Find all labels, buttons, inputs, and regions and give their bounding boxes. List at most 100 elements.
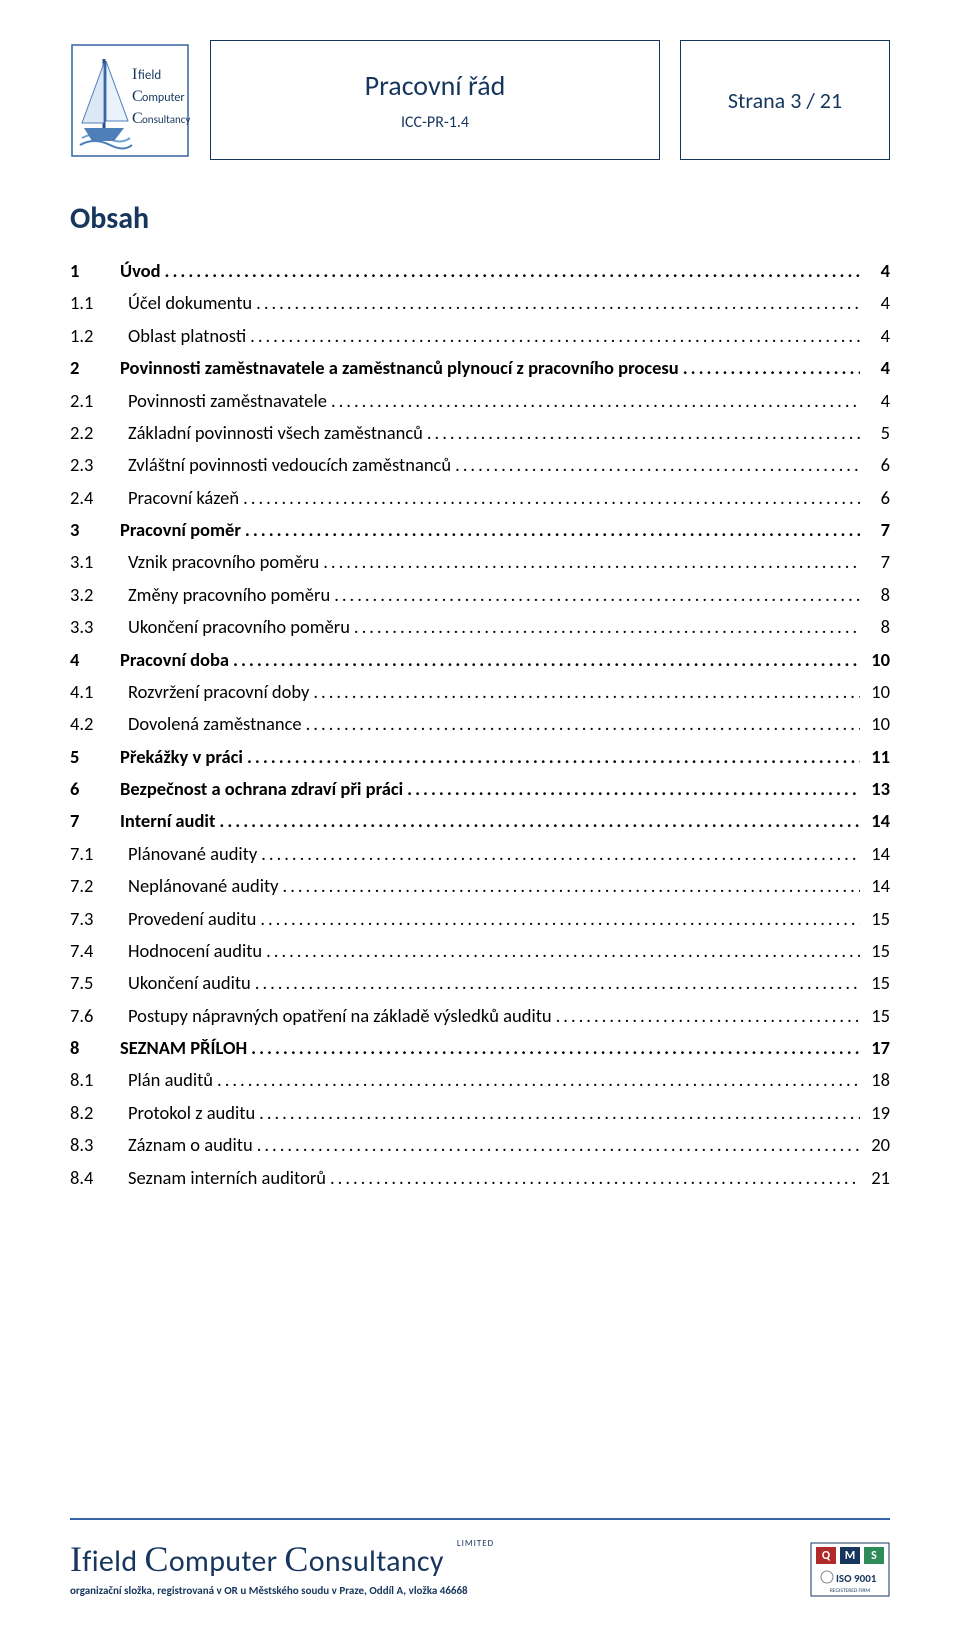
toc-title: Povinnosti zaměstnavatele [128,385,327,417]
svg-text:field: field [138,68,161,83]
toc-number: 3.3 [70,611,128,643]
toc-entry[interactable]: 8.1Plán auditů18 [70,1064,890,1096]
toc-entry[interactable]: 1Úvod4 [70,255,890,287]
toc-leader-dots [243,482,860,514]
toc-page-number: 4 [864,287,890,319]
toc-leader-dots [330,1162,860,1194]
toc-number: 2 [70,352,120,384]
toc-entry[interactable]: 8.2Protokol z auditu19 [70,1097,890,1129]
toc-leader-dots [255,967,860,999]
toc-entry[interactable]: 7.3Provedení auditu15 [70,903,890,935]
toc-leader-dots [233,644,860,676]
toc-title: Pracovní kázeň [128,482,239,514]
toc-number: 8.3 [70,1129,128,1161]
toc-leader-dots [313,676,860,708]
iso-badge: Q M S ISO 9001 REGISTERED FIRM [810,1542,890,1597]
footer-company-name: Ifield Computer Consultancy LIMITED [70,1538,494,1580]
toc-leader-dots [217,1064,860,1096]
toc-title: Překážky v práci [120,741,243,773]
toc-page-number: 14 [864,870,890,902]
toc-page-number: 7 [864,546,890,578]
toc-number: 5 [70,741,120,773]
toc-entry[interactable]: 7.2Neplánované audity 14 [70,870,890,902]
toc-title: Úvod [120,255,161,287]
footer-registration: organizační složka, registrovaná v OR u … [70,1584,494,1597]
toc-page-number: 21 [864,1162,890,1194]
toc-entry[interactable]: 2.3Zvláštní povinnosti vedoucích zaměstn… [70,449,890,481]
toc-leader-dots [266,935,860,967]
page-number-box: Strana 3 / 21 [680,40,890,160]
toc-title: SEZNAM PŘÍLOH [120,1032,247,1064]
toc-page-number: 10 [864,644,890,676]
page-number: Strana 3 / 21 [728,87,842,114]
toc-entry[interactable]: 4.1Rozvržení pracovní doby10 [70,676,890,708]
toc-page-number: 4 [864,255,890,287]
toc-title: Ukončení auditu [128,967,251,999]
toc-title: Plánované audity [128,838,257,870]
toc-entry[interactable]: 1.1Účel dokumentu4 [70,287,890,319]
toc-entry[interactable]: 3.2Změny pracovního poměru8 [70,579,890,611]
toc-title: Vznik pracovního poměru [128,546,319,578]
toc-page-number: 15 [864,1000,890,1032]
toc-number: 2.4 [70,482,128,514]
toc-leader-dots [283,870,860,902]
toc-entry[interactable]: 2.4Pracovní kázeň 6 [70,482,890,514]
toc-entry[interactable]: 2.1Povinnosti zaměstnavatele4 [70,385,890,417]
toc-page-number: 10 [864,708,890,740]
svg-text:REGISTERED FIRM: REGISTERED FIRM [830,1588,871,1594]
document-title: Pracovní řád [365,68,506,103]
toc-entry[interactable]: 4Pracovní doba10 [70,644,890,676]
toc-entry[interactable]: 7.5Ukončení auditu15 [70,967,890,999]
iso-badge-icon: Q M S ISO 9001 REGISTERED FIRM [810,1542,890,1597]
toc-entry[interactable]: 3.3Ukončení pracovního poměru8 [70,611,890,643]
toc-number: 8.2 [70,1097,128,1129]
toc-page-number: 6 [864,482,890,514]
toc-number: 2.3 [70,449,128,481]
footer-company: Ifield Computer Consultancy LIMITED orga… [70,1538,494,1597]
toc-title: Rozvržení pracovní doby [128,676,309,708]
toc-leader-dots [427,417,860,449]
toc-page-number: 15 [864,967,890,999]
toc-entry[interactable]: 4.2Dovolená zaměstnance10 [70,708,890,740]
toc-entry[interactable]: 7Interní audit14 [70,805,890,837]
toc-title: Neplánované audity [128,870,279,902]
toc-page-number: 13 [864,773,890,805]
toc-entry[interactable]: 8.3Záznam o auditu20 [70,1129,890,1161]
toc-leader-dots [334,579,860,611]
toc-page-number: 19 [864,1097,890,1129]
toc-number: 6 [70,773,120,805]
logo-line1: I [132,66,137,83]
toc-entry[interactable]: 7.1Plánované audity14 [70,838,890,870]
toc-entry[interactable]: 3Pracovní poměr7 [70,514,890,546]
toc-title: Dovolená zaměstnance [128,708,302,740]
sailboat-logo-icon: I field C omputer C onsultancy [70,43,190,158]
page: I field C omputer C onsultancy Pracovní … [0,0,960,1234]
toc-entry[interactable]: 8SEZNAM PŘÍLOH 17 [70,1032,890,1064]
footer-divider [70,1518,890,1520]
toc-number: 3.1 [70,546,128,578]
toc-entry[interactable]: 1.2Oblast platnosti4 [70,320,890,352]
toc-number: 8.1 [70,1064,128,1096]
toc-entry[interactable]: 8.4Seznam interních auditorů21 [70,1162,890,1194]
toc-page-number: 7 [864,514,890,546]
toc-number: 4.1 [70,676,128,708]
toc-leader-dots [354,611,860,643]
toc-entry[interactable]: 2Povinnosti zaměstnavatele a zaměstnanců… [70,352,890,384]
toc-page-number: 8 [864,579,890,611]
toc-leader-dots [407,773,860,805]
toc-number: 8 [70,1032,120,1064]
toc-leader-dots [323,546,860,578]
toc-entry[interactable]: 7.6Postupy nápravných opatření na základ… [70,1000,890,1032]
toc-entry[interactable]: 6Bezpečnost a ochrana zdraví při práci13 [70,773,890,805]
toc-number: 7.1 [70,838,128,870]
toc-entry[interactable]: 7.4Hodnocení auditu15 [70,935,890,967]
toc-page-number: 17 [864,1032,890,1064]
toc-entry[interactable]: 3.1Vznik pracovního poměru 7 [70,546,890,578]
toc-entry[interactable]: 2.2Základní povinnosti všech zaměstnanců… [70,417,890,449]
toc-leader-dots [219,805,860,837]
toc-leader-dots [250,320,860,352]
toc-number: 7.2 [70,870,128,902]
toc-number: 7 [70,805,120,837]
document-code: ICC-PR-1.4 [401,113,469,132]
toc-entry[interactable]: 5Překážky v práci11 [70,741,890,773]
